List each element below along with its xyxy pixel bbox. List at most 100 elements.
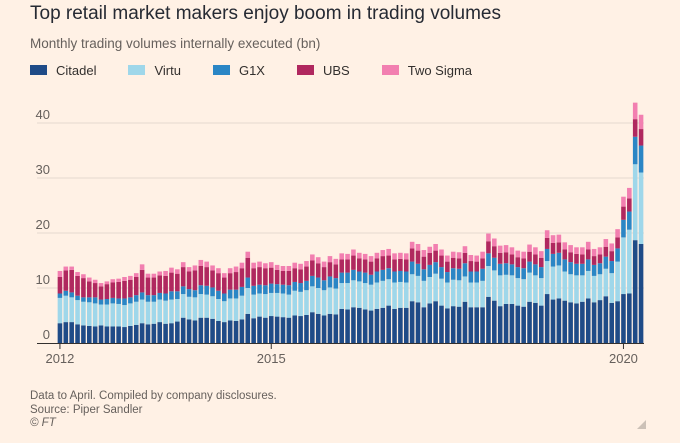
bar-segment-citadel (562, 300, 568, 343)
bar-segment-citadel (133, 324, 139, 343)
bar-segment-citadel (638, 244, 644, 343)
bar-segment-ubs (474, 261, 479, 272)
x-tick-label: 2020 (609, 351, 638, 366)
bar-segment-virtu (63, 295, 69, 323)
bar-segment-g1x (403, 271, 409, 283)
bar-segment-ubs (509, 254, 515, 265)
bar-segment-two-sigma (450, 251, 456, 258)
bar-segment-g1x (122, 298, 127, 306)
bar-segment-virtu (357, 281, 362, 308)
bar-segment-ubs (521, 258, 526, 269)
bar-segment-two-sigma (263, 263, 268, 269)
bar-segment-virtu (627, 229, 632, 294)
bar-segment-virtu (409, 274, 415, 302)
bar-segment-g1x (210, 287, 215, 297)
bar-segment-two-sigma (98, 283, 104, 287)
bar-segment-two-sigma (556, 234, 562, 243)
bar-segment-citadel (544, 294, 550, 343)
bar-segment-ubs (268, 267, 274, 284)
chart-title: Top retail market makers enjoy boom in t… (30, 3, 501, 24)
bar-segment-virtu (468, 282, 474, 308)
bar-segment-virtu (257, 293, 262, 317)
bar-segment-g1x (638, 145, 644, 173)
bar-segment-virtu (145, 301, 151, 325)
bar-segment-citadel (527, 301, 532, 343)
bar-segment-g1x (450, 268, 456, 280)
bar-segment-g1x (632, 136, 638, 165)
bar-segment-g1x (163, 293, 168, 301)
bar-segment-virtu (368, 284, 374, 311)
bar-segment-citadel (509, 303, 515, 343)
bar-segment-two-sigma (445, 255, 450, 262)
bar-segment-two-sigma (128, 275, 133, 280)
bar-segment-virtu (456, 280, 462, 307)
bar-segment-ubs (298, 269, 303, 284)
bar-segment-citadel (216, 321, 221, 343)
bar-segment-ubs (439, 255, 444, 268)
bar-segment-g1x (480, 268, 485, 281)
legend-swatch-g1x (212, 65, 230, 75)
bar-segment-virtu (274, 292, 280, 317)
bar-segment-virtu (210, 296, 215, 319)
bar-segment-virtu (163, 300, 168, 324)
bar-segment-citadel (403, 307, 409, 343)
legend-item-citadel: Citadel (30, 63, 96, 78)
bar-segment-g1x (603, 256, 609, 269)
bar-segment-ubs (157, 275, 163, 293)
bar-segment-virtu (591, 275, 597, 303)
bar-segment-citadel (92, 326, 98, 343)
bar-segment-citadel (386, 305, 391, 343)
bar-segment-virtu (474, 282, 479, 308)
bar-segment-ubs (69, 269, 74, 293)
bar-segment-citadel (163, 323, 168, 343)
bar-segment-ubs (169, 272, 174, 292)
bar-segment-two-sigma (268, 262, 274, 268)
bar-segment-two-sigma (597, 247, 603, 255)
bar-segment-ubs (233, 272, 239, 290)
bar-segment-ubs (175, 273, 180, 292)
bar-segment-ubs (186, 271, 192, 290)
bar-segment-two-sigma (75, 272, 80, 276)
bar-segment-g1x (550, 253, 556, 267)
bar-segment-virtu (280, 293, 286, 318)
bar-segment-two-sigma (362, 253, 368, 260)
bar-segment-g1x (304, 280, 309, 291)
bar-segment-g1x (556, 252, 562, 266)
bar-segment-virtu (632, 164, 638, 241)
bar-segment-two-sigma (433, 244, 438, 251)
bar-segment-ubs (192, 270, 198, 291)
bar-segment-two-sigma (222, 273, 227, 278)
bar-segment-g1x (145, 295, 151, 302)
bar-segment-virtu (362, 283, 368, 310)
bar-segment-virtu (245, 288, 251, 314)
legend-label-virtu: Virtu (154, 62, 181, 78)
bar-segment-citadel (357, 307, 362, 343)
bar-segment-g1x (310, 275, 315, 287)
bar-segment-ubs (497, 252, 503, 264)
bar-segment-ubs (257, 267, 262, 285)
bar-segment-g1x (104, 299, 110, 305)
bar-segment-two-sigma (585, 241, 591, 250)
bar-segment-g1x (621, 219, 626, 238)
bar-segment-citadel (263, 317, 268, 343)
bar-segment-two-sigma (227, 268, 233, 274)
bar-segment-ubs (450, 257, 456, 269)
bar-segment-ubs (597, 254, 603, 264)
bar-segment-virtu (233, 298, 239, 321)
bar-segment-g1x (239, 286, 245, 296)
bar-segment-two-sigma (527, 244, 532, 252)
bar-segment-citadel (245, 313, 251, 343)
bar-segment-two-sigma (492, 238, 497, 247)
bar-segment-citadel (480, 307, 485, 343)
bar-segment-g1x (580, 263, 585, 276)
bar-segment-virtu (556, 265, 562, 299)
bar-segment-ubs (239, 268, 245, 287)
bar-segment-g1x (327, 276, 333, 288)
bar-segment-g1x (415, 263, 421, 276)
bar-segment-ubs (216, 273, 221, 291)
bar-segment-g1x (474, 271, 479, 283)
legend-swatch-two-sigma (381, 65, 399, 75)
bar-segment-virtu (263, 294, 268, 318)
bar-segment-virtu (374, 282, 380, 309)
legend-label-citadel: Citadel (56, 62, 97, 78)
